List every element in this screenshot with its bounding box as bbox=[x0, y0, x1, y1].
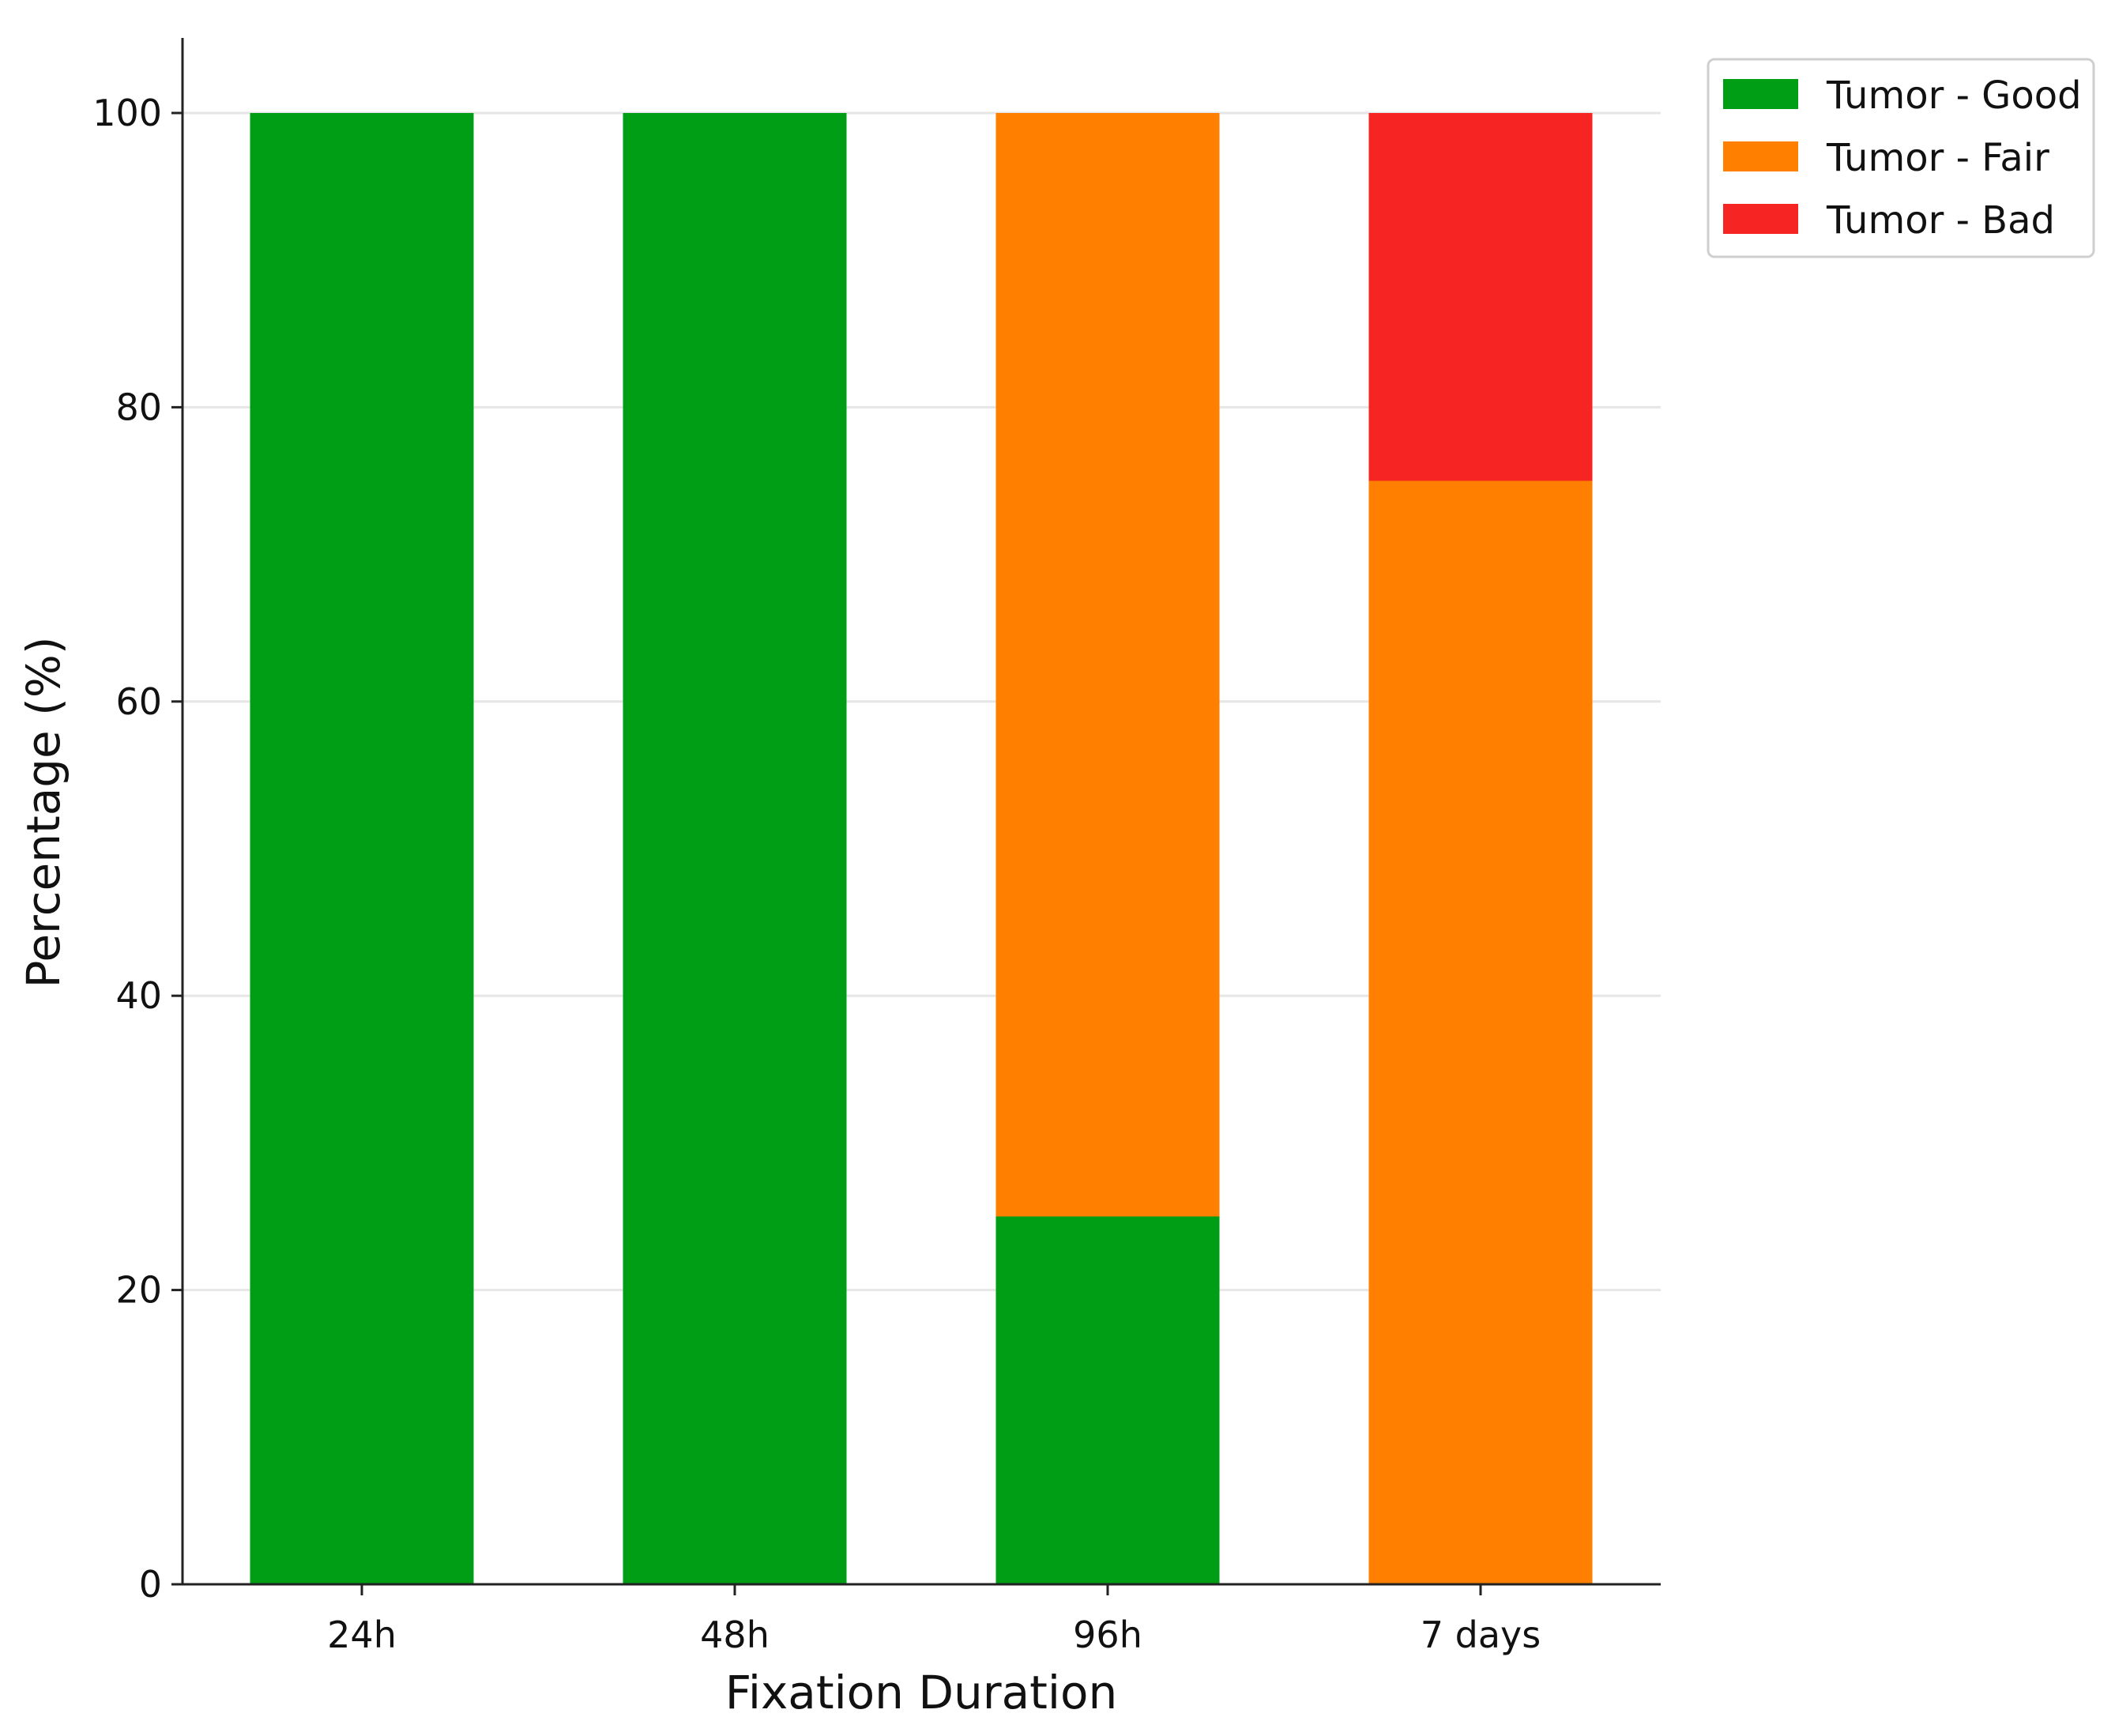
x-tick-label: 24h bbox=[327, 1614, 397, 1656]
y-ticks: 0 20 40 60 80 100 bbox=[92, 92, 183, 1606]
legend-swatch bbox=[1723, 79, 1798, 109]
x-tick-label: 7 days bbox=[1421, 1614, 1541, 1656]
legend-swatch bbox=[1723, 141, 1798, 171]
y-axis-title: Percentage (%) bbox=[17, 636, 70, 988]
bar-7-days-series-2 bbox=[1368, 113, 1593, 481]
y-tick-label: 0 bbox=[139, 1563, 162, 1606]
x-tick-label: 96h bbox=[1073, 1614, 1142, 1656]
legend-items: Tumor - Good Tumor - Fair Tumor - Bad bbox=[1723, 73, 2082, 243]
legend-label: Tumor - Bad bbox=[1826, 198, 2055, 243]
legend: Tumor - Good Tumor - Fair Tumor - Bad bbox=[1707, 58, 2095, 258]
x-axis-title: Fixation Duration bbox=[725, 1666, 1118, 1719]
y-tick-label: 100 bbox=[92, 92, 162, 134]
bar-96h-series-0 bbox=[995, 1216, 1220, 1584]
x-tick-label: 48h bbox=[700, 1614, 770, 1656]
bar-48h-series-0 bbox=[623, 113, 847, 1584]
x-ticks: 24h 48h 96h 7 days bbox=[327, 1584, 1541, 1656]
axes bbox=[181, 38, 1661, 1586]
bars bbox=[250, 113, 1593, 1584]
legend-swatch bbox=[1723, 204, 1798, 234]
legend-label: Tumor - Good bbox=[1826, 73, 2082, 118]
bar-96h-series-1 bbox=[995, 113, 1220, 1217]
y-tick-label: 60 bbox=[115, 680, 162, 723]
bar-7-days-series-1 bbox=[1368, 480, 1593, 1584]
legend-label: Tumor - Fair bbox=[1826, 136, 2049, 180]
legend-frame bbox=[1707, 58, 2095, 258]
bar-24h-series-0 bbox=[250, 113, 474, 1584]
y-tick-label: 40 bbox=[115, 974, 162, 1017]
y-tick-label: 20 bbox=[115, 1269, 162, 1312]
y-tick-label: 80 bbox=[115, 386, 162, 428]
